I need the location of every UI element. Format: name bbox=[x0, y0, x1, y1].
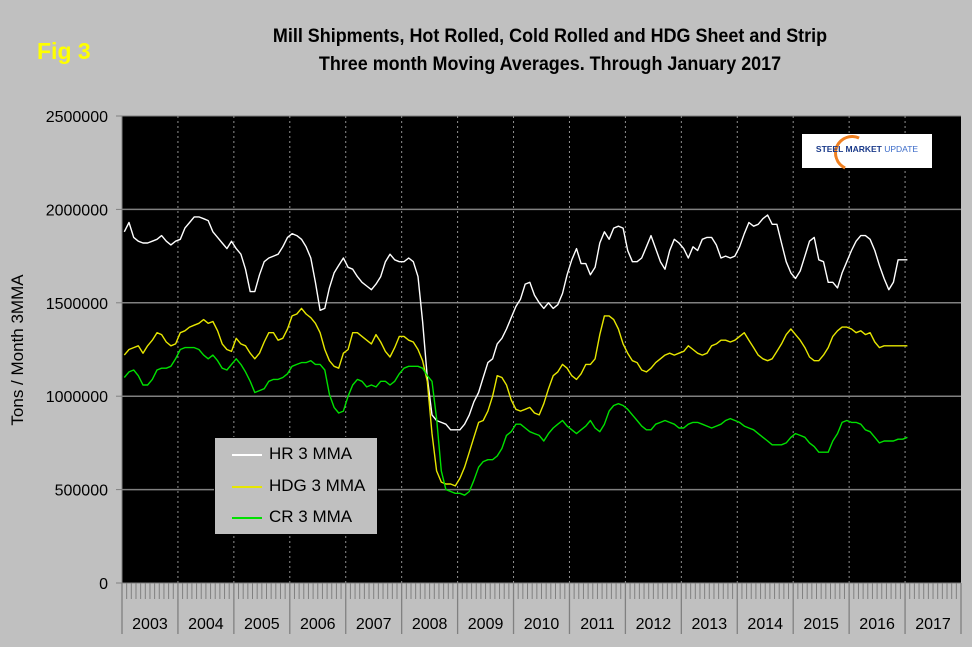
x-tick-label: 2011 bbox=[580, 616, 615, 633]
x-tick-label: 2003 bbox=[132, 616, 168, 633]
chart-title-line1: Mill Shipments, Hot Rolled, Cold Rolled … bbox=[272, 25, 828, 47]
legend-item-hdg: HDG 3 MMA bbox=[215, 472, 377, 502]
y-tick-label: 2500000 bbox=[46, 109, 108, 126]
legend-swatch-hr bbox=[232, 454, 262, 456]
x-tick-label: 2016 bbox=[859, 616, 895, 633]
legend-swatch-hdg bbox=[232, 486, 262, 488]
x-axis: 2003 2004 2005 2006 2007 2008 2009 2010 2011 2012… bbox=[121, 582, 962, 634]
legend-swatch-cr bbox=[232, 517, 262, 519]
y-tick-label: 0 bbox=[99, 576, 108, 593]
x-tick-label: 2012 bbox=[636, 616, 672, 633]
legend-item-hr: HR 3 MMA bbox=[215, 440, 377, 470]
chart-title: Mill Shipments, Hot Rolled, Cold Rolled … bbox=[200, 22, 899, 78]
y-tick-label: 2000000 bbox=[46, 202, 108, 219]
series-lines bbox=[123, 214, 908, 496]
x-tick-label: 2006 bbox=[300, 616, 336, 633]
series-line-cr bbox=[123, 346, 908, 496]
x-tick-label: 2014 bbox=[747, 616, 783, 633]
x-tick-label: 2015 bbox=[803, 616, 839, 633]
steel-market-update-logo: STEEL MARKET UPDATE bbox=[802, 129, 932, 177]
series-line-hdg bbox=[123, 307, 908, 487]
x-tick-label: 2017 bbox=[915, 616, 951, 633]
series-line-hr bbox=[123, 214, 908, 431]
legend-label-hdg: HDG 3 MMA bbox=[269, 476, 366, 495]
legend-item-cr: CR 3 MMA bbox=[215, 503, 377, 533]
x-tick-label: 2004 bbox=[188, 616, 224, 633]
y-tick-label: 500000 bbox=[55, 483, 108, 500]
y-tick-label: 1500000 bbox=[46, 296, 108, 313]
logo-text-steel: STEEL bbox=[815, 144, 846, 154]
x-tick-label: 2010 bbox=[524, 616, 560, 633]
legend: HR 3 MMA HDG 3 MMA CR 3 MMA bbox=[214, 437, 378, 535]
horizontal-gridlines bbox=[122, 115, 961, 491]
figure-label: Fig 3 bbox=[37, 38, 91, 64]
chart-subtitle: Three month Moving Averages. Through Jan… bbox=[318, 53, 782, 75]
logo-text-update: UPDATE bbox=[881, 144, 919, 154]
logo-text-market: MARKET bbox=[845, 144, 882, 154]
x-tick-label: 2008 bbox=[412, 616, 448, 633]
y-axis-label: Tons / Month 3MMA bbox=[8, 274, 27, 426]
x-tick-label: 2009 bbox=[468, 616, 504, 633]
x-tick-label: 2013 bbox=[692, 616, 728, 633]
y-axis: 0 500000 1000000 1500000 2000000 2500000 bbox=[46, 109, 123, 593]
y-tick-label: 1000000 bbox=[46, 389, 108, 406]
x-tick-label: 2005 bbox=[244, 616, 280, 633]
legend-label-hr: HR 3 MMA bbox=[269, 444, 353, 463]
logo-text: STEEL MARKET UPDATE bbox=[802, 144, 932, 154]
legend-label-cr: CR 3 MMA bbox=[269, 507, 353, 526]
x-tick-label: 2007 bbox=[356, 616, 392, 633]
